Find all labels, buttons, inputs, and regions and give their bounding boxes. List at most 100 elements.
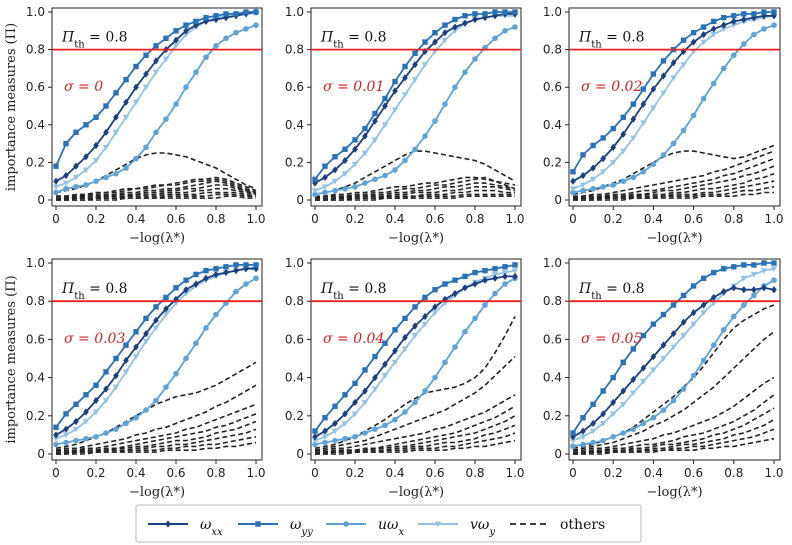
data-point-vwy bbox=[700, 39, 707, 46]
data-point-wxx bbox=[660, 72, 667, 80]
data-point-wxx bbox=[472, 15, 478, 24]
plot-area bbox=[311, 262, 519, 455]
x-tick-label: 0 bbox=[311, 212, 319, 226]
x-tick-label: 0.2 bbox=[345, 212, 364, 226]
data-point-wyy bbox=[590, 401, 596, 408]
series-uwx bbox=[53, 275, 259, 448]
data-point-uwx bbox=[462, 328, 468, 335]
data-point-uwx bbox=[452, 344, 458, 350]
x-tick-label: 0.8 bbox=[206, 212, 225, 226]
data-point-wxx bbox=[731, 17, 737, 25]
data-point-wxx bbox=[123, 356, 129, 365]
others-series-line bbox=[315, 195, 515, 201]
data-point-wyy bbox=[153, 304, 159, 310]
data-point-wyy bbox=[512, 262, 518, 268]
data-point-wxx bbox=[771, 12, 777, 20]
y-tick-label: 1.0 bbox=[26, 5, 45, 19]
y-tick-label: 0.4 bbox=[285, 118, 304, 132]
data-point-vwy bbox=[72, 175, 80, 181]
data-point-vwy bbox=[162, 56, 170, 63]
legend-label-wyy: ωyy bbox=[290, 517, 313, 538]
data-point-uwx bbox=[670, 397, 677, 404]
data-point-uwx bbox=[590, 439, 596, 446]
data-point-uwx bbox=[472, 56, 478, 62]
data-point-wxx bbox=[610, 143, 616, 151]
data-point-vwy bbox=[361, 150, 369, 157]
y-tick-label: 1.0 bbox=[26, 256, 45, 270]
x-axis-label: −log(λ*) bbox=[646, 231, 702, 246]
data-point-uwx bbox=[183, 84, 189, 90]
threshold-symbol: Π bbox=[320, 30, 334, 46]
threshold-label: Πth = 0.8 bbox=[578, 281, 645, 302]
others-series-line bbox=[56, 403, 257, 451]
data-point-vwy bbox=[620, 401, 627, 408]
data-point-wyy bbox=[213, 266, 219, 272]
threshold-value: = 0.8 bbox=[602, 30, 645, 46]
data-point-uwx bbox=[93, 178, 99, 184]
data-point-wyy bbox=[620, 114, 626, 120]
data-point-wyy bbox=[193, 271, 199, 278]
data-point-wxx bbox=[103, 128, 109, 136]
data-point-wxx bbox=[432, 38, 438, 46]
data-point-uwx bbox=[163, 384, 169, 390]
data-point-vwy bbox=[391, 107, 399, 113]
data-point-uwx bbox=[243, 26, 249, 32]
data-point-uwx bbox=[342, 435, 348, 442]
data-point-wyy bbox=[332, 154, 338, 160]
data-point-vwy bbox=[650, 367, 657, 374]
data-point-uwx bbox=[412, 399, 418, 406]
data-point-wyy bbox=[233, 262, 239, 268]
data-point-uwx bbox=[173, 370, 179, 377]
others-series-line bbox=[573, 437, 775, 455]
data-point-wyy bbox=[123, 342, 129, 348]
legend-box bbox=[135, 504, 642, 543]
data-point-uwx bbox=[630, 426, 637, 432]
data-point-wxx bbox=[452, 23, 458, 31]
data-point-wyy bbox=[243, 9, 249, 15]
data-point-wxx bbox=[751, 286, 757, 294]
data-point-wxx bbox=[382, 102, 388, 110]
threshold-subscript: th bbox=[591, 39, 602, 50]
data-point-wxx bbox=[690, 309, 697, 317]
data-point-wxx bbox=[650, 352, 657, 361]
legend-label-wxx: ωxx bbox=[200, 517, 223, 538]
data-point-wxx bbox=[153, 316, 159, 324]
data-point-wyy bbox=[721, 14, 727, 21]
data-point-wyy bbox=[620, 359, 626, 366]
others-series-line bbox=[315, 439, 516, 455]
data-point-wyy bbox=[442, 281, 448, 287]
data-point-uwx bbox=[392, 416, 398, 423]
data-point-uwx bbox=[53, 441, 59, 448]
data-point-wyy bbox=[312, 428, 318, 434]
data-point-wyy bbox=[452, 16, 458, 23]
data-point-wxx bbox=[492, 274, 498, 282]
data-point-wyy bbox=[193, 18, 199, 25]
data-point-vwy bbox=[660, 356, 667, 362]
data-point-wyy bbox=[73, 129, 79, 136]
data-point-wyy bbox=[103, 369, 109, 375]
y-tick-label: 1.0 bbox=[543, 256, 562, 270]
data-point-wxx bbox=[53, 177, 59, 185]
others-series-line bbox=[56, 178, 257, 197]
data-point-wxx bbox=[630, 115, 637, 123]
data-point-vwy bbox=[341, 421, 349, 427]
data-point-wxx bbox=[173, 295, 179, 303]
y-tick-label: 0.6 bbox=[285, 80, 304, 94]
data-point-wxx bbox=[630, 375, 637, 384]
data-point-uwx bbox=[153, 397, 159, 404]
series-uwx bbox=[312, 24, 518, 198]
others-series-line bbox=[572, 157, 775, 199]
data-point-wyy bbox=[570, 169, 576, 175]
data-point-uwx bbox=[203, 54, 209, 60]
data-point-vwy bbox=[610, 160, 617, 166]
data-point-wyy bbox=[73, 401, 79, 408]
others-series-line bbox=[314, 316, 516, 450]
data-point-uwx bbox=[193, 340, 199, 347]
data-point-vwy bbox=[182, 291, 190, 297]
panel-sigma-0: 0 0.2 0.4 0.6 0.8 1.0 0 0.2 0.4 0.6 0.8 1.0 −log(λ*)… bbox=[4, 5, 266, 246]
data-point-uwx bbox=[482, 302, 488, 308]
data-point-wxx bbox=[213, 270, 219, 279]
y-tick-label: 0.4 bbox=[543, 118, 562, 132]
data-point-wyy bbox=[53, 163, 59, 169]
x-tick-label: 1.0 bbox=[246, 466, 265, 480]
